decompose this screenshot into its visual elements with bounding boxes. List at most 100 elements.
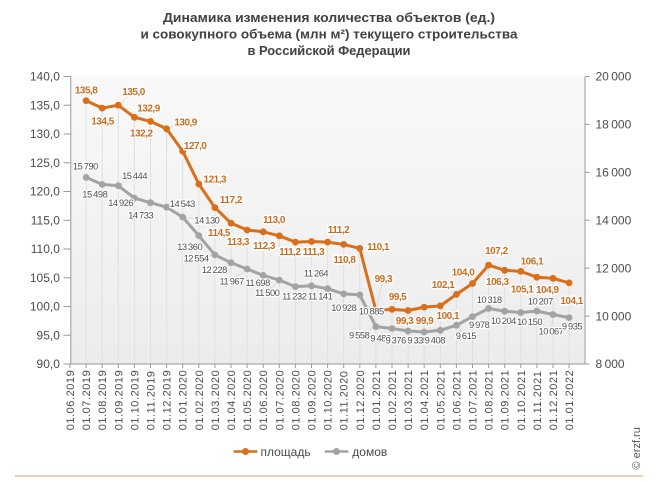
svg-text:12 000: 12 000 <box>596 261 632 275</box>
svg-text:110,8: 110,8 <box>333 255 356 266</box>
svg-text:130,9: 130,9 <box>174 118 197 129</box>
svg-text:01.04.2021: 01.04.2021 <box>419 370 431 431</box>
svg-text:10 928: 10 928 <box>331 303 356 313</box>
svg-text:90,0: 90,0 <box>37 357 61 371</box>
svg-text:20 000: 20 000 <box>596 70 632 84</box>
svg-text:11 500: 11 500 <box>255 288 280 298</box>
svg-text:110,1: 110,1 <box>367 242 390 253</box>
svg-text:01.10.2019: 01.10.2019 <box>129 370 141 431</box>
svg-text:111,2: 111,2 <box>328 225 350 236</box>
svg-text:104,9: 104,9 <box>536 285 559 296</box>
svg-text:15 498: 15 498 <box>82 190 107 200</box>
svg-text:130,0: 130,0 <box>30 127 60 141</box>
svg-text:12 228: 12 228 <box>202 265 227 275</box>
svg-text:01.01.2020: 01.01.2020 <box>178 370 190 431</box>
svg-text:13 360: 13 360 <box>177 242 202 252</box>
svg-text:01.06.2021: 01.06.2021 <box>451 370 463 431</box>
svg-text:10 885: 10 885 <box>359 306 384 316</box>
svg-text:117,2: 117,2 <box>220 195 243 206</box>
svg-text:10 204: 10 204 <box>491 316 516 326</box>
svg-text:01.04.2020: 01.04.2020 <box>226 370 238 431</box>
svg-text:01.01.2022: 01.01.2022 <box>564 370 576 431</box>
svg-text:106,1: 106,1 <box>521 256 544 267</box>
svg-text:01.11.2020: 01.11.2020 <box>339 371 351 431</box>
svg-text:14 926: 14 926 <box>108 198 133 208</box>
svg-text:9 376: 9 376 <box>386 335 407 345</box>
svg-text:111,2: 111,2 <box>279 247 301 258</box>
svg-text:15 790: 15 790 <box>73 162 98 172</box>
svg-text:01.05.2020: 01.05.2020 <box>242 370 254 431</box>
svg-text:домов: домов <box>352 445 387 459</box>
svg-text:01.05.2021: 01.05.2021 <box>435 370 447 431</box>
svg-text:99,3: 99,3 <box>375 274 393 285</box>
svg-text:01.11.2021: 01.11.2021 <box>532 371 544 431</box>
svg-text:9 335: 9 335 <box>407 335 428 345</box>
svg-text:и совокупного объема (млн м²): и совокупного объема (млн м²) текущего с… <box>141 27 519 42</box>
svg-text:105,0: 105,0 <box>30 271 60 285</box>
svg-text:106,3: 106,3 <box>486 277 509 288</box>
svg-text:© erzf.ru: © erzf.ru <box>631 427 643 469</box>
svg-text:01.06.2020: 01.06.2020 <box>258 370 270 431</box>
svg-text:01.07.2019: 01.07.2019 <box>81 370 93 431</box>
svg-text:01.07.2020: 01.07.2020 <box>274 370 286 431</box>
svg-text:18 000: 18 000 <box>596 118 632 132</box>
svg-text:105,1: 105,1 <box>511 284 534 295</box>
svg-text:107,2: 107,2 <box>485 246 508 257</box>
svg-text:99,3: 99,3 <box>396 316 414 327</box>
svg-text:01.10.2021: 01.10.2021 <box>516 370 528 431</box>
svg-text:135,8: 135,8 <box>75 86 98 97</box>
svg-text:104,0: 104,0 <box>452 268 475 279</box>
svg-text:121,3: 121,3 <box>204 175 227 186</box>
svg-text:113,0: 113,0 <box>263 215 286 226</box>
svg-text:01.12.2019: 01.12.2019 <box>162 370 174 431</box>
svg-text:9 558: 9 558 <box>349 330 370 340</box>
svg-text:10 067: 10 067 <box>538 327 563 337</box>
svg-text:в Российской Федерации: в Российской Федерации <box>248 43 411 58</box>
svg-text:15 444: 15 444 <box>122 171 147 181</box>
svg-text:135,0: 135,0 <box>30 99 60 113</box>
svg-text:120,0: 120,0 <box>30 185 60 199</box>
svg-text:01.10.2020: 01.10.2020 <box>323 370 335 431</box>
svg-text:01.06.2019: 01.06.2019 <box>65 370 77 431</box>
svg-text:100,1: 100,1 <box>437 311 460 322</box>
svg-text:132,2: 132,2 <box>130 128 153 139</box>
svg-text:100,0: 100,0 <box>30 300 60 314</box>
svg-text:01.02.2020: 01.02.2020 <box>194 370 206 431</box>
svg-text:Динамика изменения количества: Динамика изменения количества объектов (… <box>163 10 495 25</box>
svg-text:площадь: площадь <box>261 445 311 459</box>
svg-text:01.09.2020: 01.09.2020 <box>307 370 319 431</box>
svg-text:125,0: 125,0 <box>30 156 60 170</box>
svg-text:10 318: 10 318 <box>477 295 502 305</box>
svg-text:11 698: 11 698 <box>246 278 271 288</box>
svg-text:10 207: 10 207 <box>528 297 553 307</box>
svg-text:134,5: 134,5 <box>91 117 114 128</box>
svg-text:114,5: 114,5 <box>208 228 231 239</box>
svg-text:16 000: 16 000 <box>596 166 632 180</box>
svg-text:99,5: 99,5 <box>389 292 407 303</box>
svg-text:01.03.2021: 01.03.2021 <box>403 370 415 431</box>
svg-text:111,3: 111,3 <box>303 247 325 258</box>
svg-text:8 000: 8 000 <box>596 357 625 371</box>
svg-text:14 543: 14 543 <box>170 199 195 209</box>
svg-text:9 615: 9 615 <box>456 331 477 341</box>
svg-text:132,9: 132,9 <box>137 104 160 115</box>
svg-text:01.08.2019: 01.08.2019 <box>97 370 109 431</box>
svg-text:12 554: 12 554 <box>184 254 209 264</box>
svg-text:9 482: 9 482 <box>370 334 391 344</box>
svg-text:112,3: 112,3 <box>253 241 276 252</box>
svg-text:11 141: 11 141 <box>308 292 333 302</box>
svg-text:14 130: 14 130 <box>194 216 219 226</box>
svg-text:01.07.2021: 01.07.2021 <box>468 370 480 431</box>
svg-text:01.11.2019: 01.11.2019 <box>146 371 158 431</box>
svg-text:135,0: 135,0 <box>122 87 145 98</box>
svg-text:01.09.2021: 01.09.2021 <box>500 370 512 431</box>
svg-text:10 000: 10 000 <box>596 309 632 323</box>
svg-text:01.03.2020: 01.03.2020 <box>210 370 222 431</box>
svg-text:95,0: 95,0 <box>37 328 61 342</box>
svg-text:110,0: 110,0 <box>31 242 60 256</box>
svg-text:9 935: 9 935 <box>562 322 583 332</box>
svg-text:01.08.2020: 01.08.2020 <box>290 370 302 431</box>
svg-text:11 264: 11 264 <box>304 268 329 278</box>
svg-text:10 150: 10 150 <box>517 317 542 327</box>
svg-text:01.12.2021: 01.12.2021 <box>548 370 560 431</box>
